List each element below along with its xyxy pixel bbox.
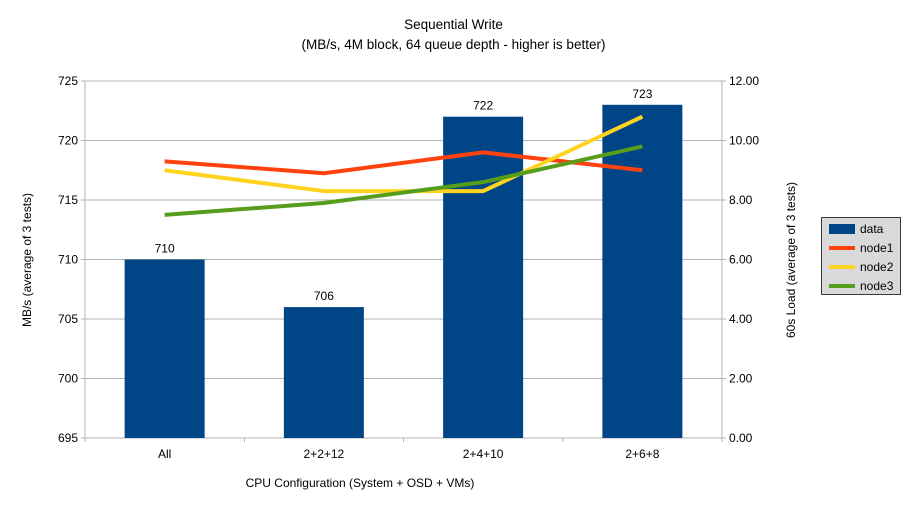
bar-2+6+8 bbox=[602, 104, 683, 439]
right-axis-tick-label: 0.00 bbox=[729, 431, 753, 445]
x-axis-title: CPU Configuration (System + OSD + VMs) bbox=[245, 476, 475, 490]
right-axis-tick-label: 4.00 bbox=[729, 312, 753, 326]
x-category-label: All bbox=[158, 447, 171, 461]
bar-value-label: 722 bbox=[473, 99, 493, 113]
legend-label: node1 bbox=[860, 241, 894, 255]
legend-swatch-node1 bbox=[829, 246, 855, 250]
legend-swatch-node2 bbox=[829, 265, 855, 269]
right-axis-tick-label: 12.00 bbox=[729, 74, 759, 88]
legend-item-node1: node1 bbox=[829, 242, 897, 254]
chart-subtitle: (MB/s, 4M block, 64 queue depth - higher… bbox=[301, 36, 606, 52]
bar-2+2+12 bbox=[283, 307, 364, 438]
left-axis-title: MB/s (average of 3 tests) bbox=[20, 192, 34, 328]
chart-title-block: Sequential Write (MB/s, 4M block, 64 que… bbox=[0, 15, 907, 54]
line-node1 bbox=[164, 150, 643, 176]
right-axis-title: 60s Load (average of 3 tests) bbox=[784, 181, 798, 339]
legend-swatch-data bbox=[829, 224, 855, 234]
line-node3 bbox=[164, 144, 643, 217]
bar-value-label: 710 bbox=[155, 242, 175, 256]
x-category-label: 2+4+10 bbox=[463, 447, 504, 461]
left-axis-tick-label: 715 bbox=[58, 193, 78, 207]
left-axis-tick-label: 720 bbox=[58, 134, 78, 148]
right-axis-tick-label: 6.00 bbox=[729, 253, 753, 267]
bar-2+4+10 bbox=[443, 116, 524, 438]
legend-item-node2: node2 bbox=[829, 261, 897, 273]
left-axis-tick-label: 725 bbox=[58, 74, 78, 88]
x-category-label: 2+6+8 bbox=[625, 447, 659, 461]
legend-item-data: data bbox=[829, 223, 897, 235]
left-axis-tick-label: 695 bbox=[58, 431, 78, 445]
right-axis-tick-label: 8.00 bbox=[729, 193, 753, 207]
legend-item-node3: node3 bbox=[829, 280, 897, 292]
left-axis-tick-label: 710 bbox=[58, 253, 78, 267]
legend-label: node2 bbox=[860, 260, 894, 274]
legend-swatch-node3 bbox=[829, 284, 855, 288]
bar-value-label: 706 bbox=[314, 289, 334, 303]
left-axis-tick-label: 700 bbox=[58, 372, 78, 386]
left-axis-tick-label: 705 bbox=[58, 312, 78, 326]
bar-All bbox=[124, 259, 205, 438]
bar-value-label: 723 bbox=[632, 87, 652, 101]
right-axis-tick-label: 2.00 bbox=[729, 372, 753, 386]
chart-title: Sequential Write bbox=[404, 17, 503, 32]
legend-label: data bbox=[860, 222, 884, 236]
line-node2 bbox=[164, 114, 644, 194]
right-axis-tick-label: 10.00 bbox=[729, 134, 759, 148]
legend: data node1 node2 node3 bbox=[821, 217, 901, 295]
x-category-label: 2+2+12 bbox=[304, 447, 345, 461]
legend-label: node3 bbox=[860, 279, 894, 293]
